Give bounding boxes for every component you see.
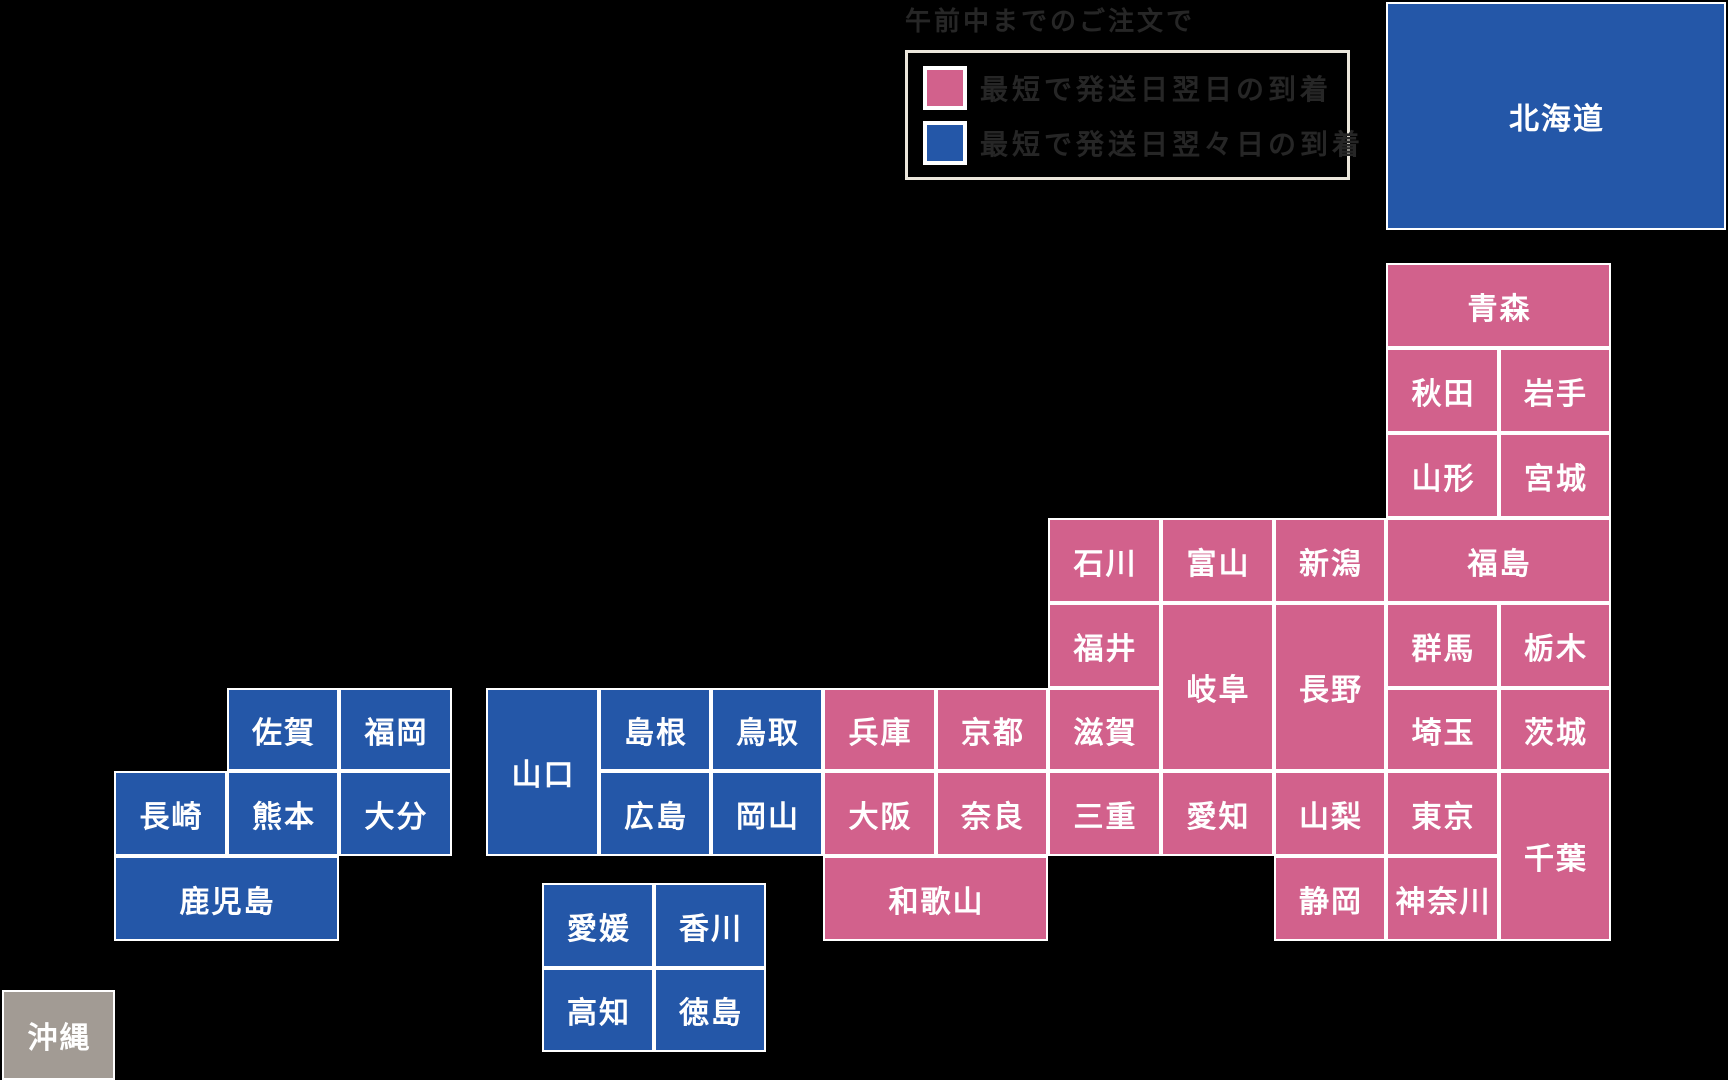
prefecture-tile-iwate: 岩手	[1499, 348, 1611, 433]
next-day-color-swatch-icon	[923, 65, 967, 110]
prefecture-tile-yamaguchi: 山口	[486, 688, 599, 856]
legend-title: 午前中までのご注文で	[905, 6, 1196, 36]
prefecture-tile-fukushima: 福島	[1386, 518, 1611, 603]
prefecture-tile-kumamoto: 熊本	[227, 771, 339, 856]
prefecture-tile-aomori: 青森	[1386, 263, 1611, 348]
prefecture-tile-osaka: 大阪	[823, 771, 936, 856]
prefecture-tile-gunma: 群馬	[1386, 603, 1499, 688]
prefecture-tile-mie: 三重	[1048, 771, 1161, 856]
prefecture-tile-yamagata: 山形	[1386, 433, 1499, 518]
prefecture-tile-hyogo: 兵庫	[823, 688, 936, 771]
prefecture-tile-kanagawa: 神奈川	[1386, 856, 1499, 941]
prefecture-tile-aichi: 愛知	[1161, 771, 1274, 856]
prefecture-tile-ehime: 愛媛	[542, 883, 654, 968]
prefecture-tile-hokkaido: 北海道	[1386, 2, 1726, 230]
prefecture-tile-kagoshima: 鹿児島	[114, 856, 339, 941]
legend-item-label: 最短で発送日翌々日の到着	[980, 128, 1365, 160]
prefecture-tile-hiroshima: 広島	[599, 771, 711, 856]
prefecture-tile-miyagi: 宮城	[1499, 433, 1611, 518]
legend-item-label: 最短で発送日翌日の到着	[980, 73, 1333, 105]
prefecture-tile-niigata: 新潟	[1274, 518, 1386, 603]
prefecture-tile-shimane: 島根	[599, 688, 711, 771]
prefecture-tile-oita: 大分	[339, 771, 452, 856]
prefecture-tile-kagawa: 香川	[654, 883, 766, 968]
prefecture-tile-okinawa: 沖縄	[2, 990, 115, 1080]
next-day-color-fill	[927, 69, 963, 106]
prefecture-tile-shizuoka: 静岡	[1274, 856, 1386, 941]
prefecture-tile-kochi: 高知	[542, 968, 654, 1052]
prefecture-tile-fukui: 福井	[1048, 603, 1161, 688]
prefecture-tile-akita: 秋田	[1386, 348, 1499, 433]
prefecture-tile-toyama: 富山	[1161, 518, 1274, 603]
prefecture-tile-wakayama: 和歌山	[823, 856, 1048, 941]
prefecture-tile-nagano: 長野	[1274, 603, 1386, 771]
legend-item-next-day: 最短で発送日翌日の到着	[923, 65, 1347, 110]
prefecture-tile-shiga: 滋賀	[1048, 688, 1161, 771]
prefecture-tile-tokushima: 徳島	[654, 968, 766, 1052]
prefecture-tile-ishikawa: 石川	[1048, 518, 1161, 603]
legend-item-two-days: 最短で発送日翌々日の到着	[923, 120, 1360, 165]
prefecture-tile-chiba: 千葉	[1499, 771, 1611, 941]
prefecture-tile-saga: 佐賀	[227, 688, 339, 771]
prefecture-tile-kyoto: 京都	[936, 688, 1048, 771]
prefecture-tile-ibaraki: 茨城	[1499, 688, 1611, 771]
prefecture-tile-fukuoka: 福岡	[339, 688, 452, 771]
prefecture-tile-nagasaki: 長崎	[114, 771, 227, 856]
two-days-color-swatch-icon	[923, 120, 967, 165]
two-days-color-fill	[927, 124, 963, 161]
prefecture-tile-yamanashi: 山梨	[1274, 771, 1386, 856]
prefecture-tile-tottori: 鳥取	[711, 688, 823, 771]
prefecture-tile-tochigi: 栃木	[1499, 603, 1611, 688]
prefecture-tile-okayama: 岡山	[711, 771, 823, 856]
prefecture-tile-nara: 奈良	[936, 771, 1048, 856]
prefecture-tile-tokyo: 東京	[1386, 771, 1499, 856]
prefecture-tile-gifu: 岐阜	[1161, 603, 1274, 771]
legend-box: 最短で発送日翌日の到着 最短で発送日翌々日の到着	[905, 50, 1360, 180]
prefecture-tile-saitama: 埼玉	[1386, 688, 1499, 771]
